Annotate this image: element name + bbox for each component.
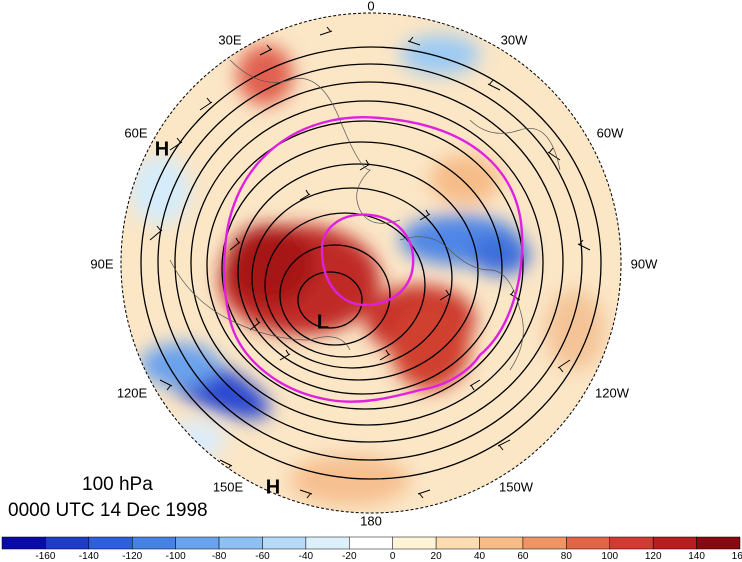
lon-label-right-upper: 60W <box>596 125 624 141</box>
lon-label-upper-right: 30W <box>500 32 528 48</box>
colorbar-swatch <box>218 536 263 550</box>
lon-label-lower-right: 150W <box>499 479 533 495</box>
anomaly-shading <box>121 13 621 513</box>
colorbar-tick-label: 80 <box>560 551 572 562</box>
lon-label-bottom: 180 <box>360 513 382 529</box>
lon-label-top: 0 <box>367 0 375 14</box>
colorbar-tick-label: 100 <box>601 551 619 562</box>
colorbar-tick-label: -20 <box>342 551 357 562</box>
colorbar-tick-label: -40 <box>298 551 314 562</box>
colorbar-swatch <box>131 536 176 550</box>
colorbar-swatch <box>392 536 437 550</box>
colorbar-tick-label: -100 <box>165 551 186 562</box>
colorbar-tick-label: 20 <box>430 551 442 562</box>
colorbar <box>1 536 741 550</box>
colorbar-tick-label: 60 <box>517 551 529 562</box>
colorbar-tick-label: 120 <box>644 551 662 562</box>
lon-label-lower-left: 150E <box>212 479 244 495</box>
colorbar-swatch <box>349 536 393 550</box>
colorbar-swatch <box>435 536 480 550</box>
colorbar-swatch <box>305 536 350 550</box>
lon-label-right-lower: 120W <box>595 385 629 401</box>
colorbar-tick-label: -140 <box>78 551 99 562</box>
overlay-contours <box>222 115 524 403</box>
lon-label-upper-left: 30E <box>218 32 242 48</box>
colorbar-tick-label: 0 <box>389 551 396 562</box>
colorbar-swatch <box>522 536 567 550</box>
colorbar-swatch <box>1 536 46 550</box>
lon-label-left: 90E <box>90 256 114 272</box>
colorbar-swatch <box>45 536 90 550</box>
colorbar-swatch <box>652 536 697 550</box>
low-center-label: L <box>316 311 330 334</box>
high-center-label: H <box>265 476 281 499</box>
lon-label-right: 90W <box>630 256 658 272</box>
high-center-label: H <box>154 138 170 161</box>
wind-barbs <box>149 26 591 499</box>
colorbar-tick-label: 160 <box>731 551 742 562</box>
colorbar-swatch <box>696 536 741 550</box>
colorbar-tick-label: 40 <box>473 551 486 562</box>
lon-label-left-lower: 120E <box>116 385 148 401</box>
colorbar-swatch <box>88 536 133 550</box>
colorbar-tick-label: -160 <box>35 551 56 562</box>
colorbar-swatch <box>175 536 220 550</box>
colorbar-tick-label: 140 <box>688 551 705 562</box>
colorbar-tick-label: -120 <box>122 551 143 562</box>
colorbar-swatch <box>566 536 611 550</box>
colorbar-tick-label: -60 <box>255 551 270 562</box>
coastlines <box>169 59 561 371</box>
map-boundary <box>120 12 622 514</box>
colorbar-swatch <box>262 536 307 550</box>
colorbar-swatch <box>479 536 524 550</box>
level-label: 100 hPa <box>82 474 153 495</box>
lon-label-left-upper: 60E <box>124 125 148 141</box>
colorbar-tick-label: -80 <box>211 551 227 562</box>
height-contours <box>140 46 602 480</box>
valid-time-label: 0000 UTC 14 Dec 1998 <box>8 500 208 521</box>
colorbar-swatch <box>609 536 654 550</box>
